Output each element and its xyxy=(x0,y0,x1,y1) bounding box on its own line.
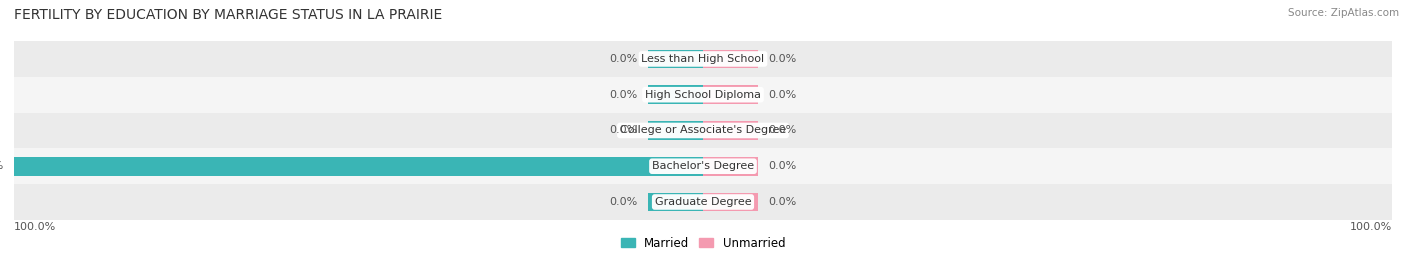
Bar xyxy=(648,121,703,140)
Bar xyxy=(0,77,1406,113)
Bar xyxy=(703,157,758,175)
Bar xyxy=(0,184,1406,220)
Bar xyxy=(703,50,758,68)
Text: 100.0%: 100.0% xyxy=(0,161,4,171)
Bar xyxy=(703,85,758,104)
Legend: Married, Unmarried: Married, Unmarried xyxy=(616,232,790,254)
Text: High School Diploma: High School Diploma xyxy=(645,90,761,100)
Bar xyxy=(648,85,703,104)
Text: 0.0%: 0.0% xyxy=(609,125,637,136)
Text: FERTILITY BY EDUCATION BY MARRIAGE STATUS IN LA PRAIRIE: FERTILITY BY EDUCATION BY MARRIAGE STATU… xyxy=(14,8,443,22)
Text: 0.0%: 0.0% xyxy=(609,197,637,207)
Bar xyxy=(703,121,758,140)
Text: 0.0%: 0.0% xyxy=(769,125,797,136)
Text: 0.0%: 0.0% xyxy=(769,54,797,64)
Text: 0.0%: 0.0% xyxy=(769,197,797,207)
Text: 100.0%: 100.0% xyxy=(1350,222,1392,232)
Text: 0.0%: 0.0% xyxy=(609,90,637,100)
Bar xyxy=(0,41,1406,77)
Text: Graduate Degree: Graduate Degree xyxy=(655,197,751,207)
Text: Bachelor's Degree: Bachelor's Degree xyxy=(652,161,754,171)
Text: 0.0%: 0.0% xyxy=(769,161,797,171)
Text: College or Associate's Degree: College or Associate's Degree xyxy=(620,125,786,136)
Text: 100.0%: 100.0% xyxy=(14,222,56,232)
Bar xyxy=(703,193,758,211)
Bar xyxy=(14,157,703,175)
Bar xyxy=(0,113,1406,148)
Text: Less than High School: Less than High School xyxy=(641,54,765,64)
Bar xyxy=(0,148,1406,184)
Text: Source: ZipAtlas.com: Source: ZipAtlas.com xyxy=(1288,8,1399,18)
Bar xyxy=(648,193,703,211)
Text: 0.0%: 0.0% xyxy=(769,90,797,100)
Bar xyxy=(648,50,703,68)
Text: 0.0%: 0.0% xyxy=(609,54,637,64)
